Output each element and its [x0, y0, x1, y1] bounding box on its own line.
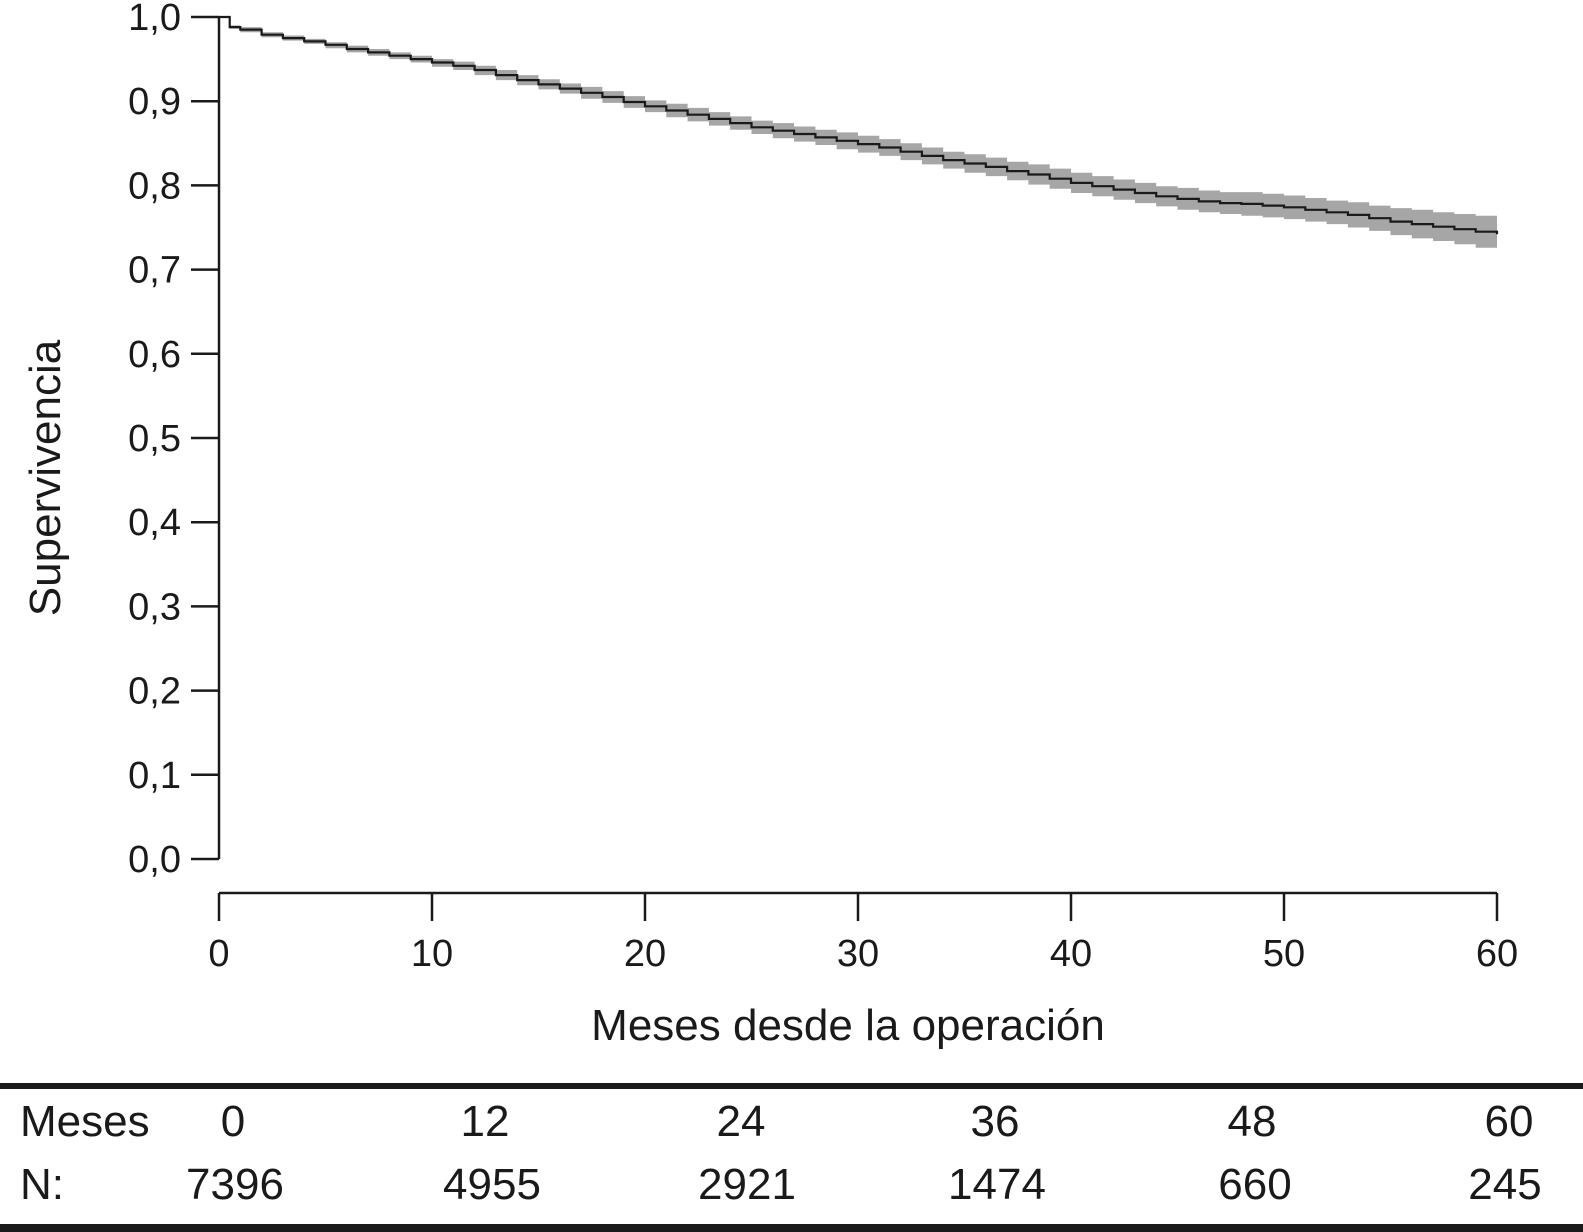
y-tick-label-9: 0,9: [128, 81, 181, 123]
y-tick-label-10: 1,0: [128, 0, 181, 39]
risk-table-n-60: 245: [1468, 1160, 1541, 1209]
y-tick-label-1: 0,1: [128, 755, 181, 797]
y-tick-label-0: 0,0: [128, 839, 181, 881]
x-tick-label-4: 40: [1050, 933, 1092, 975]
y-tick-label-5: 0,5: [128, 418, 181, 460]
x-tick-label-3: 30: [837, 933, 879, 975]
risk-table-header-label: Meses: [20, 1097, 150, 1146]
x-tick-label-2: 20: [624, 933, 666, 975]
risk-table-n-24: 2921: [698, 1160, 796, 1209]
x-tick-label-5: 50: [1263, 933, 1305, 975]
x-axis-title: Meses desde la operación: [591, 1001, 1105, 1050]
y-tick-label-7: 0,7: [128, 250, 181, 292]
survival-curve: [219, 15, 1499, 235]
x-tick-label-6: 60: [1476, 933, 1518, 975]
y-axis-ticks: 0,0 0,1 0,2 0,3 0,4 0,5 0,6 0,7 0,8 0,9 1,0: [128, 0, 219, 881]
risk-table-n-48: 660: [1218, 1160, 1291, 1209]
risk-table-top-rule: [0, 1083, 1583, 1089]
y-tick-label-8: 0,8: [128, 165, 181, 207]
risk-table-n-12: 4955: [443, 1160, 541, 1209]
risk-table-month-24: 24: [717, 1097, 766, 1146]
risk-table-n-0: 7396: [186, 1160, 284, 1209]
y-axis-title: Supervivencia: [21, 339, 70, 616]
y-tick-label-4: 0,4: [128, 502, 181, 544]
risk-table-bottom-rule: [0, 1224, 1583, 1232]
risk-table-month-12: 12: [461, 1097, 510, 1146]
x-tick-label-1: 10: [411, 933, 453, 975]
y-tick-label-3: 0,3: [128, 586, 181, 628]
x-axis-ticks: 0 10 20 30 40 50 60: [208, 893, 1518, 975]
risk-table-month-0: 0: [221, 1097, 245, 1146]
x-tick-label-0: 0: [208, 933, 229, 975]
ci-band-series-0: [219, 17, 1497, 252]
risk-table-month-60: 60: [1485, 1097, 1534, 1146]
risk-table-month-36: 36: [971, 1097, 1020, 1146]
risk-table-row-label: N:: [20, 1160, 64, 1209]
y-tick-label-2: 0,2: [128, 671, 181, 713]
risk-table-n-36: 1474: [948, 1160, 1046, 1209]
risk-table-month-48: 48: [1228, 1097, 1277, 1146]
survival-line-series-0: [219, 15, 1499, 235]
y-tick-label-6: 0,6: [128, 334, 181, 376]
confidence-band: [219, 17, 1497, 252]
